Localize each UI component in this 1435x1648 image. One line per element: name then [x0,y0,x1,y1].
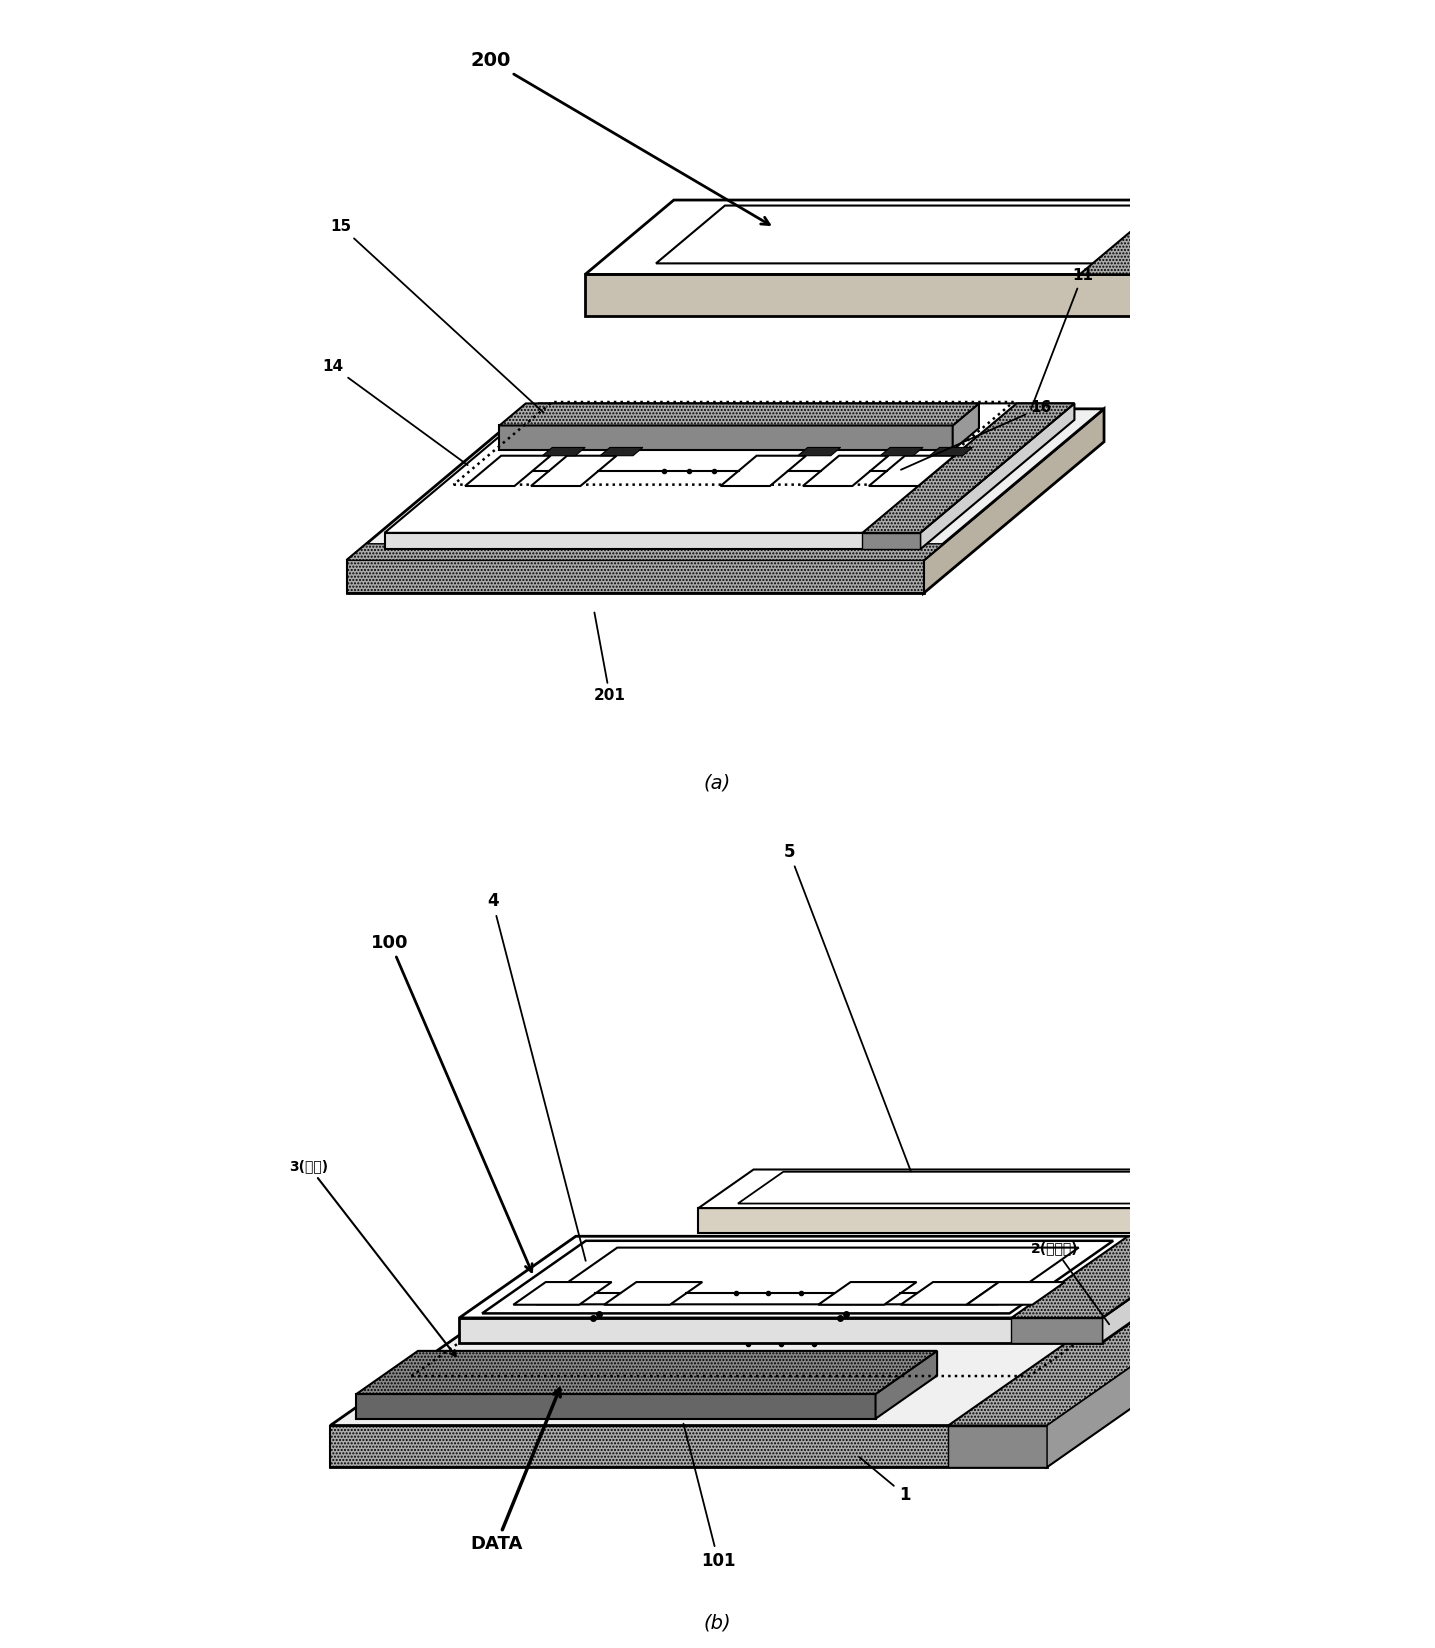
Polygon shape [862,404,1075,532]
Text: 15: 15 [330,219,544,412]
Polygon shape [656,206,1187,264]
Polygon shape [465,456,551,486]
Polygon shape [1079,199,1234,275]
Polygon shape [585,199,1234,275]
Polygon shape [1152,1170,1207,1233]
Polygon shape [347,409,1104,560]
Text: 100: 100 [372,934,532,1272]
Text: 1: 1 [860,1457,910,1503]
Polygon shape [967,1282,1065,1305]
Polygon shape [699,1170,1207,1208]
Text: 5: 5 [784,844,911,1172]
Text: 11: 11 [1030,269,1093,409]
Text: 200: 200 [471,51,769,224]
Polygon shape [1012,1318,1102,1343]
Polygon shape [459,1236,1218,1318]
Polygon shape [818,1282,917,1305]
Polygon shape [949,1289,1241,1426]
Polygon shape [356,1351,937,1394]
Polygon shape [1012,1236,1218,1318]
Polygon shape [459,1318,1102,1343]
Polygon shape [720,456,806,486]
Polygon shape [347,560,924,593]
Text: (a): (a) [705,773,730,793]
Polygon shape [330,1289,1241,1426]
Polygon shape [385,532,920,549]
Polygon shape [798,448,841,456]
Polygon shape [862,532,920,549]
Polygon shape [347,544,943,560]
Polygon shape [356,1394,875,1419]
Polygon shape [604,1282,702,1305]
Polygon shape [347,560,924,593]
Polygon shape [542,448,585,456]
Polygon shape [1102,1236,1218,1343]
Polygon shape [875,1351,937,1419]
Text: 4: 4 [486,893,585,1261]
Text: 14: 14 [321,359,468,465]
Text: 2(微带线): 2(微带线) [1030,1241,1109,1325]
Polygon shape [880,448,923,456]
Polygon shape [953,404,979,450]
Text: 101: 101 [683,1424,736,1569]
Polygon shape [330,1426,1048,1467]
Text: DATA: DATA [471,1389,560,1552]
Text: (b): (b) [703,1613,732,1633]
Polygon shape [930,448,973,456]
Polygon shape [949,1426,1048,1467]
Polygon shape [1048,1289,1241,1467]
Polygon shape [499,404,979,425]
Polygon shape [738,1172,1187,1203]
Polygon shape [385,404,1075,532]
Polygon shape [901,1282,999,1305]
Polygon shape [600,448,643,456]
Polygon shape [482,1241,1114,1313]
Polygon shape [868,456,954,486]
Polygon shape [330,1426,1048,1467]
Polygon shape [1145,199,1234,316]
Polygon shape [804,456,888,486]
Text: 201: 201 [594,613,626,704]
Polygon shape [924,409,1104,593]
Polygon shape [499,425,953,450]
Text: 3(背面): 3(背面) [288,1159,456,1356]
Polygon shape [514,1282,611,1305]
Polygon shape [1048,1289,1241,1467]
Polygon shape [531,456,617,486]
Polygon shape [537,1248,1079,1304]
Polygon shape [920,404,1075,549]
Polygon shape [585,275,1145,316]
Polygon shape [699,1208,1152,1233]
Text: 16: 16 [901,400,1052,470]
